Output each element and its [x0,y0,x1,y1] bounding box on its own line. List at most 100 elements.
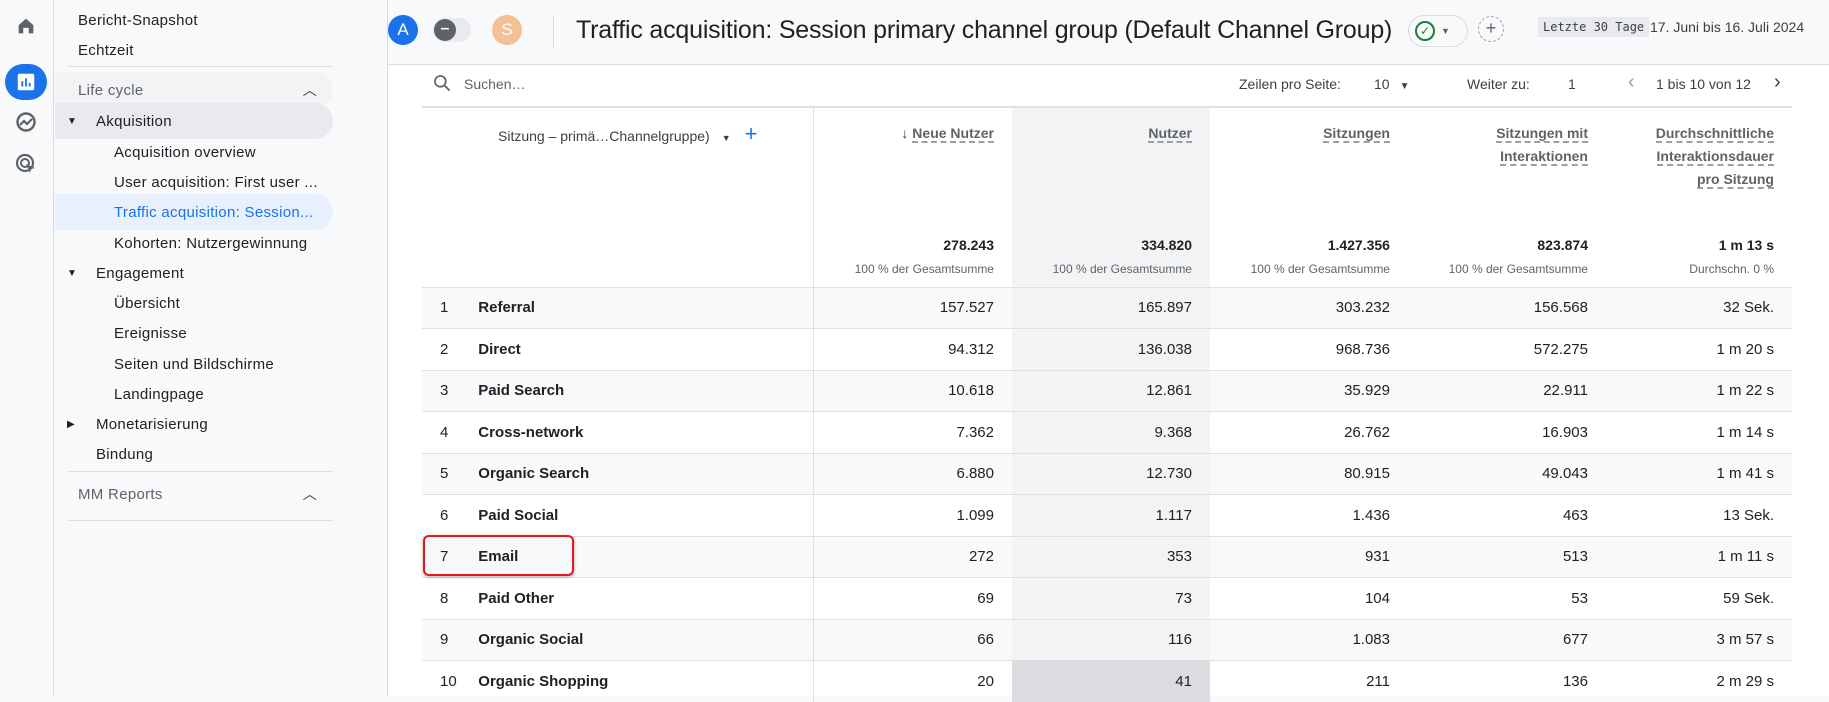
channel-group-cell[interactable]: Organic Social [478,619,814,661]
header-label: pro Sitzung [1697,171,1774,189]
section-label: Life cycle [78,82,144,99]
chevron-up-icon: ︿ [303,484,317,504]
advertising-icon[interactable] [5,146,47,182]
total-value: 1.427.356 [1210,237,1390,253]
nav-label: Echtzeit [78,42,134,59]
nav-item-bindung[interactable]: Bindung [55,436,333,472]
metric-cell: 1 m 11 s [1606,536,1792,578]
metric-cell: 931 [1210,536,1408,578]
explore-icon[interactable] [5,104,47,140]
channel-group-cell[interactable]: Direct [478,329,814,371]
metric-cell: 157.527 [814,287,1012,329]
total-subtext: 100 % der Gesamtsumme [1408,262,1588,276]
channel-group-cell[interactable]: Cross-network [478,412,814,454]
caret-right-icon: ▶ [67,419,75,430]
next-page-icon[interactable]: › [1774,71,1781,94]
channel-group-cell[interactable]: Referral [478,287,814,329]
metric-cell: 66 [814,619,1012,661]
metric-cell: 1 m 14 s [1606,412,1792,454]
add-comparison-icon[interactable]: + [1478,16,1504,42]
search-input[interactable]: Suchen… [464,76,525,92]
section-mm-reports[interactable]: MM Reports︿ [55,476,333,512]
metric-cell: 136.038 [1012,329,1210,371]
metric-cell: 1 m 41 s [1606,453,1792,495]
total-subtext: 100 % der Gesamtsumme [814,262,994,276]
rows-per-page-select[interactable]: 10▼ [1374,76,1409,92]
nav-label: Seiten und Bildschirme [114,356,274,373]
comparison-avatar-a[interactable]: A [388,15,418,45]
nav-label: Acquisition overview [114,144,256,161]
channel-group-cell[interactable]: Paid Search [478,370,814,412]
rows-per-page-label: Zeilen pro Seite: [1239,76,1341,92]
metric-cell: 463 [1408,495,1606,537]
metric-cell: 1.083 [1210,619,1408,661]
row-index: 3 [422,370,478,412]
metric-cell: 968.736 [1210,329,1408,371]
metric-cell: 49.043 [1408,453,1606,495]
row-index: 2 [422,329,478,371]
minus-icon: – [434,19,456,41]
dimension-header[interactable]: Sitzung – primä…Channelgruppe)▼+ [422,107,814,224]
nav-label: User acquisition: First user ... [114,174,318,191]
metric-cell: 156.568 [1408,287,1606,329]
metric-cell: 35.929 [1210,370,1408,412]
report-status-button[interactable]: ✓▼ [1408,15,1468,47]
metric-cell: 22.911 [1408,370,1606,412]
header-label: Interaktionsdauer [1657,148,1774,166]
metric-cell: 7.362 [814,412,1012,454]
column-header-nutzer[interactable]: Nutzer [1012,107,1210,224]
total-value: 278.243 [814,237,994,253]
header-label: Nutzer [1148,125,1192,143]
nav-label: Monetarisierung [96,416,208,433]
metric-cell: 3 m 57 s [1606,619,1792,661]
channel-group-cell[interactable]: Organic Search [478,453,814,495]
rows-per-page-value: 10 [1374,76,1390,92]
metric-cell: 513 [1408,536,1606,578]
dropdown-arrow-icon[interactable]: ▼ [722,133,731,143]
caret-down-icon: ▼ [67,268,77,279]
metric-cell: 1 m 22 s [1606,370,1792,412]
goto-input[interactable]: 1 [1568,76,1576,92]
goto-label: Weiter zu: [1467,76,1530,92]
metric-cell: 12.861 [1012,370,1210,412]
reports-icon[interactable] [5,64,47,100]
comparison-toggle[interactable]: – [433,18,471,42]
metric-cell: 59 Sek. [1606,578,1792,620]
total-value: 334.820 [1012,237,1192,253]
nav-label: Bindung [96,446,153,463]
channel-group-cell[interactable]: Paid Other [478,578,814,620]
row-index: 8 [422,578,478,620]
previous-page-icon[interactable]: ‹ [1628,71,1635,94]
report-table-panel: Suchen… Zeilen pro Seite: 10▼ Weiter zu:… [388,66,1829,696]
column-header-sitzungen[interactable]: Sitzungen [1210,107,1408,224]
metric-cell: 80.915 [1210,453,1408,495]
metric-cell: 69 [814,578,1012,620]
nav-item-echtzeit[interactable]: Echtzeit [55,32,333,68]
home-icon[interactable] [5,8,47,44]
metric-cell: 1.117 [1012,495,1210,537]
date-range-chip[interactable]: Letzte 30 Tage [1538,17,1649,37]
metric-cell: 116 [1012,619,1210,661]
comparison-avatar-s[interactable]: S [492,15,522,45]
nav-label: Übersicht [114,295,180,312]
add-dimension-icon[interactable]: + [745,121,758,146]
channel-group-cell[interactable]: Paid Social [478,495,814,537]
column-header-neue-nutzer[interactable]: ↓ Neue Nutzer [814,107,1012,224]
date-range[interactable]: 17. Juni bis 16. Juli 2024 [1650,19,1804,35]
search-icon [432,73,452,96]
